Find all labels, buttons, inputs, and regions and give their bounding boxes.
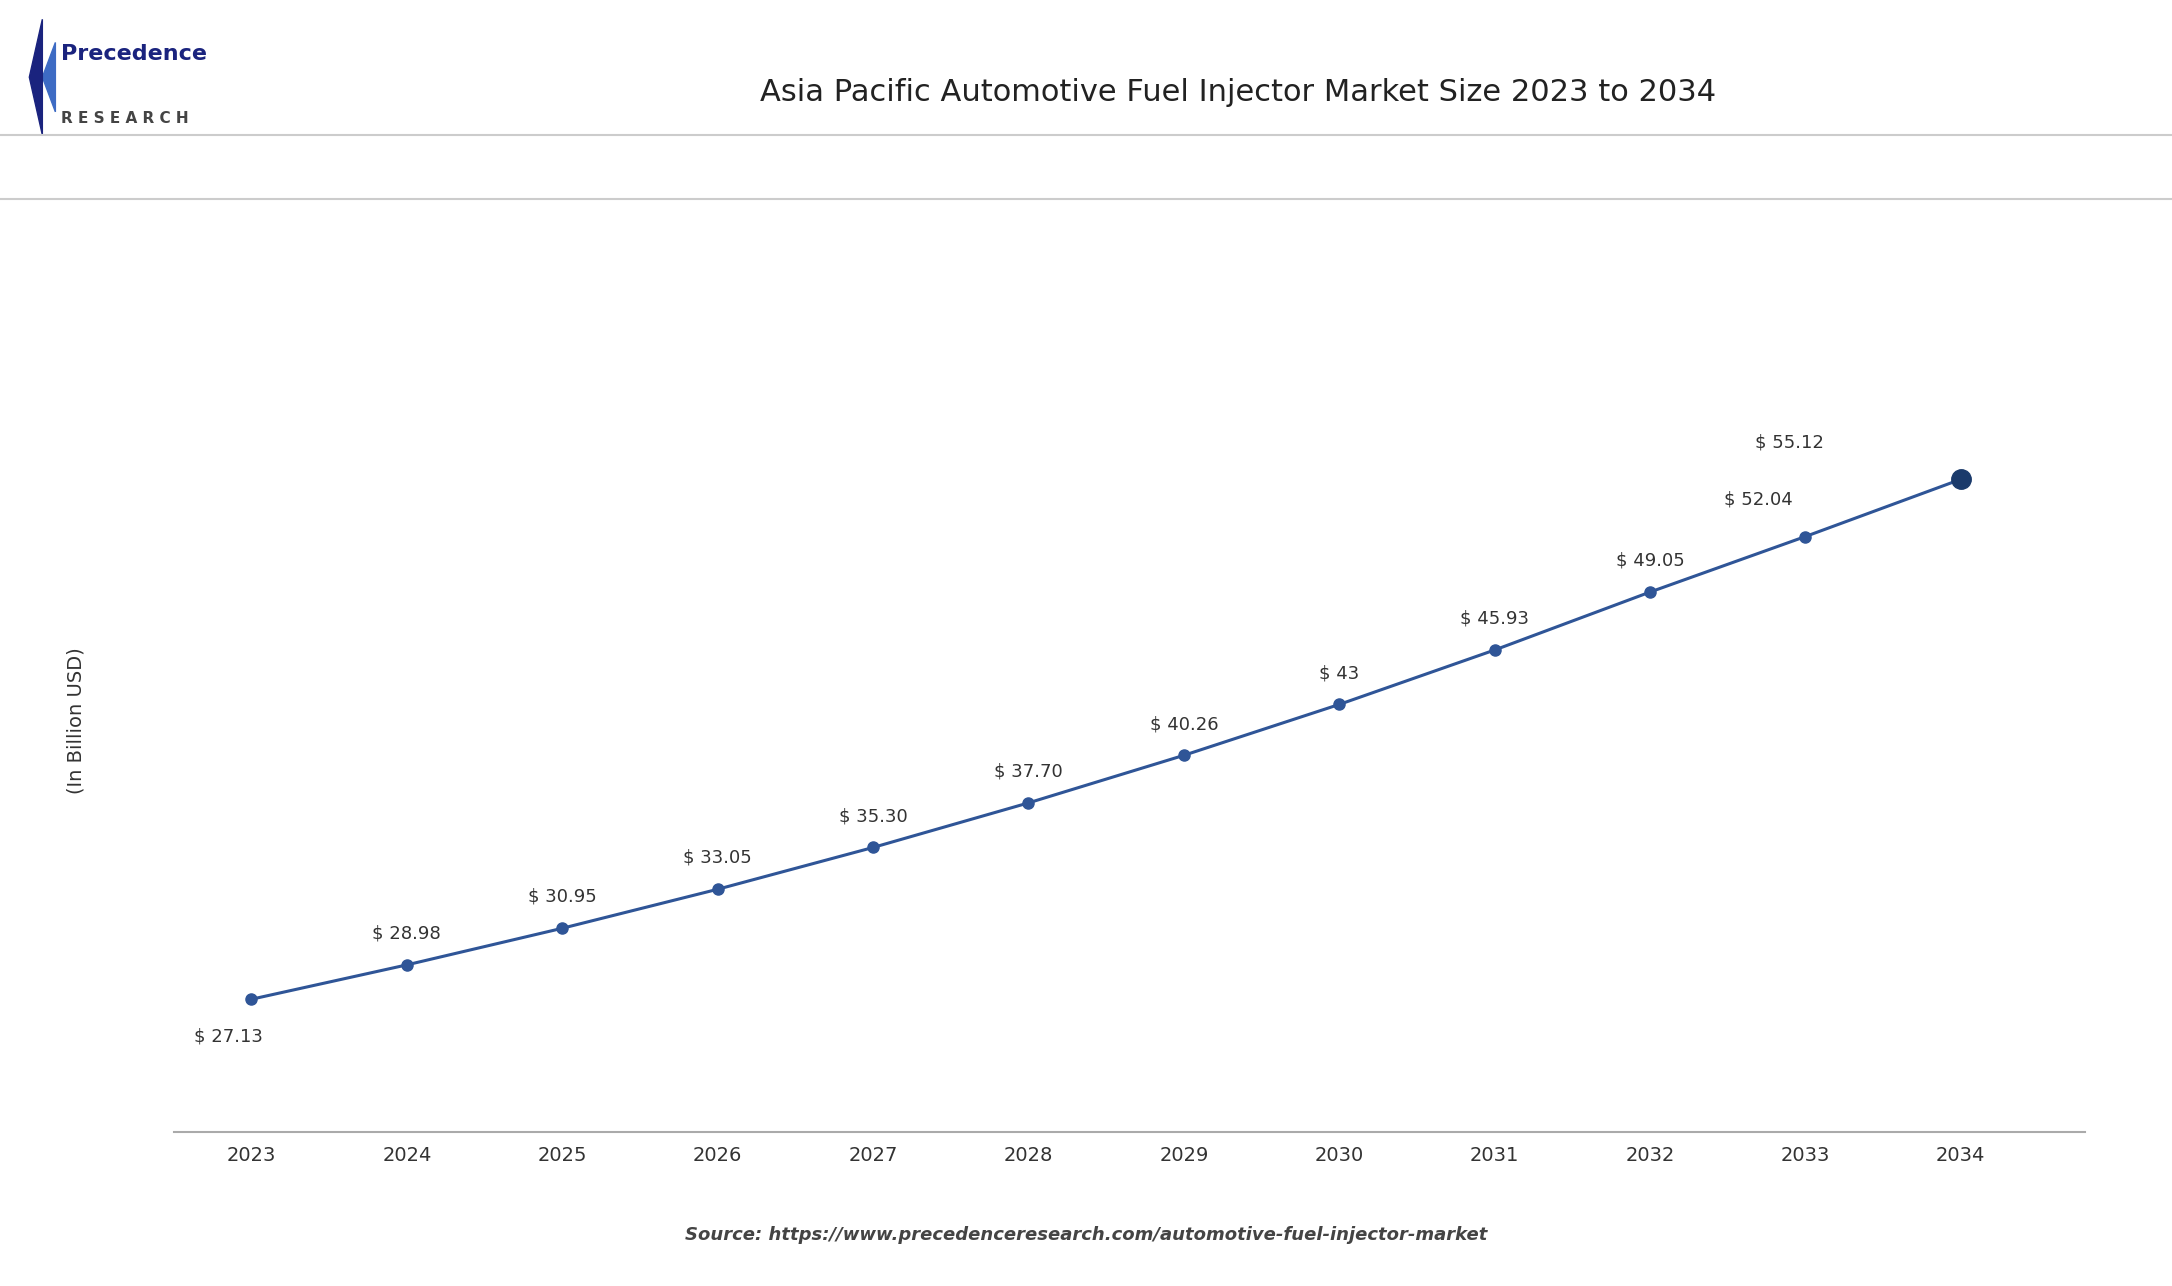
Polygon shape [43, 42, 56, 112]
Text: $ 40.26: $ 40.26 [1149, 715, 1218, 733]
Text: $ 33.05: $ 33.05 [684, 849, 752, 867]
Polygon shape [30, 19, 43, 135]
Text: (In Billion USD): (In Billion USD) [67, 647, 85, 793]
Text: R E S E A R C H: R E S E A R C H [61, 111, 189, 126]
Text: $ 43: $ 43 [1318, 664, 1360, 682]
Text: Source: https://www.precedenceresearch.com/automotive-fuel-injector-market: Source: https://www.precedenceresearch.c… [684, 1226, 1488, 1244]
Text: $ 30.95: $ 30.95 [528, 889, 597, 905]
Text: $ 49.05: $ 49.05 [1616, 552, 1685, 570]
Text: Asia Pacific Automotive Fuel Injector Market Size 2023 to 2034: Asia Pacific Automotive Fuel Injector Ma… [760, 78, 1716, 107]
Text: $ 27.13: $ 27.13 [193, 1028, 263, 1046]
Text: $ 37.70: $ 37.70 [995, 763, 1062, 781]
Text: $ 28.98: $ 28.98 [371, 925, 441, 943]
Text: Precedence: Precedence [61, 44, 206, 64]
Text: $ 55.12: $ 55.12 [1755, 433, 1824, 451]
Text: $ 45.93: $ 45.93 [1460, 610, 1529, 628]
Text: $ 35.30: $ 35.30 [838, 808, 908, 826]
Text: $ 52.04: $ 52.04 [1725, 491, 1794, 509]
